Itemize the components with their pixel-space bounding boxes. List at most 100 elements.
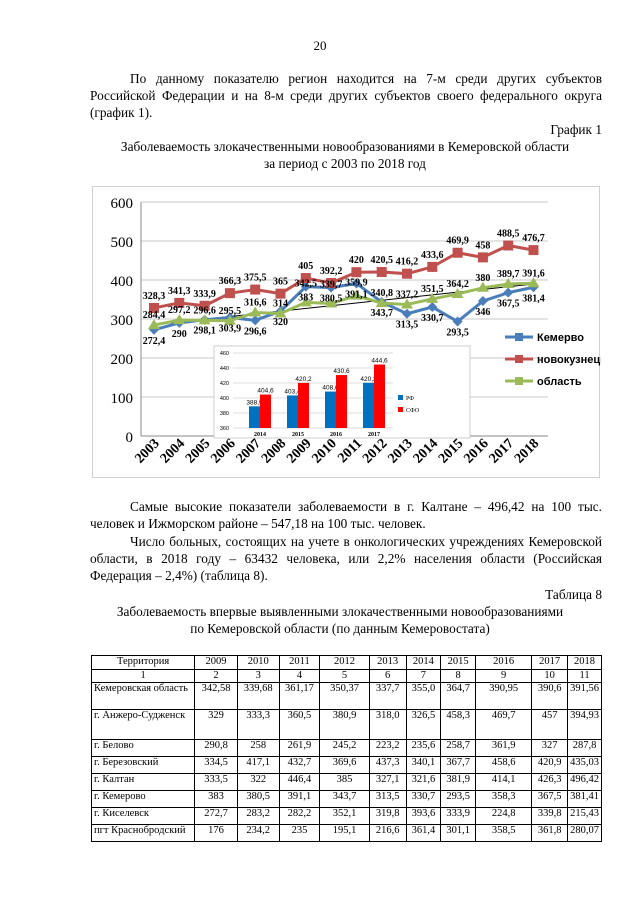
legend-marker [515,355,523,363]
table-cell: 391,56 [567,682,602,710]
incidence-table: Территория 2009 2010 2011 2012 2013 2014 2015 20… [90,655,602,842]
table-cell: 326,5 [405,709,442,740]
table-cell: 381,41 [567,790,602,808]
paragraph-3: Число больных, состоящих на учете в онко… [90,534,602,583]
table-cell: 258,7 [440,739,477,757]
table-cell: 393,6 [405,807,442,825]
table-cell: 380,9 [319,709,370,740]
inset-x-tick-label: 2016 [330,432,342,438]
table-cell: 333,9 [440,807,477,825]
data-label: 320 [273,317,288,328]
chart-caption: График 1 [550,122,602,137]
column-number-row: 1 2 3 4 5 6 7 8 9 10 11 [90,669,602,683]
table-cell: 301,1 [440,824,477,842]
data-label: 297,2 [168,305,191,316]
data-point [250,284,261,295]
table-cell: 2016 [475,655,533,670]
legend-label: новокузнецк [537,354,601,366]
inset-bar-label: 420,2 [295,376,312,383]
data-point [452,247,463,258]
data-label: 333,9 [193,289,216,300]
inset-bar [325,391,336,428]
y-tick-label: 200 [111,352,134,368]
data-point [502,278,515,289]
table-cell: 2014 [405,655,442,670]
data-label: 290 [172,329,187,340]
x-tick-label: 2011 [335,436,365,466]
data-label: 328,3 [143,291,166,302]
inset-legend-label: СФО [406,408,420,414]
table-cell: 496,42 [567,773,602,791]
table-cell: 343,7 [319,790,370,808]
table-cell: 290,8 [194,739,238,757]
table-cell: 358,5 [475,824,533,842]
table-cell: 10 [531,669,569,683]
table-cell: 4 [278,669,321,683]
paragraph-2: Самые высокие показатели заболеваемости … [90,499,602,531]
x-tick-label: 2017 [487,436,517,466]
table-cell: 321,6 [405,773,442,791]
data-point [173,314,186,325]
y-tick-label: 300 [111,313,134,329]
inset-legend-swatch [398,395,403,400]
table-cell: 313,5 [368,790,407,808]
x-tick-label: 2007 [234,436,264,466]
data-label: 298,1 [193,326,216,337]
data-point [275,288,286,299]
table-cell: г. Березовский [90,756,196,774]
table-cell: 360,5 [278,709,321,740]
table-cell: 383 [194,790,238,808]
data-label: 284,4 [143,310,166,321]
data-label: 469,9 [446,236,469,247]
data-label: 391,6 [522,268,545,279]
table-cell: г. Киселевск [90,807,196,825]
inset-bar [249,406,260,428]
inset-x-tick-label: 2017 [368,432,380,438]
data-label: 476,7 [522,233,545,244]
table-cell: 390,6 [531,682,569,710]
table-cell: 367,5 [531,790,569,808]
x-tick-label: 2008 [259,436,289,466]
data-point [350,289,363,300]
table-row: пгт Краснобродский 176 234,2 235 195,1 216,6 3… [90,824,602,842]
data-point [376,267,387,278]
table-row: г. Березовский 334,5 417,1 432,7 369,6 437,3 3… [90,756,602,774]
table-cell: 2017 [531,655,569,670]
table-cell: 258 [236,739,280,757]
y-tick-label: 100 [111,391,134,407]
table-cell: г. Анжеро-Судженск [90,709,196,740]
table-cell: 245,2 [319,739,370,757]
table-row: г. Анжеро-Судженск 329 333,3 360,5 380,9 318,… [90,709,602,740]
y-tick-label: 500 [111,235,134,251]
data-point [503,240,514,251]
table-title-line1: Заболеваемость впервые выявленными злока… [116,604,564,619]
x-tick-label: 2016 [461,436,491,466]
inset-bar-label: 404,6 [257,388,274,395]
data-label: 375,5 [244,273,267,284]
data-point [149,302,159,313]
data-point [503,287,514,298]
data-point [224,288,235,299]
table-cell: 2012 [319,655,370,670]
data-point [250,315,261,326]
data-label: 293,5 [446,328,469,339]
data-label: 343,7 [370,308,393,319]
table-cell: 11 [567,669,602,683]
data-label: 392,2 [320,266,343,277]
data-point [527,277,540,288]
inset-y-tick-label: 420 [220,381,229,387]
chart-title-line1: Заболеваемость злокачественными новообра… [120,139,570,154]
x-tick-label: 2003 [132,436,162,466]
table-cell: 333,3 [236,709,280,740]
data-point [402,308,412,319]
data-label: 314 [273,299,288,310]
data-label: 303,9 [219,323,242,334]
data-point [402,268,412,279]
data-label: 272,4 [143,336,166,347]
table-cell: 361,9 [475,739,533,757]
table-cell: 9 [475,669,533,683]
inset-legend-label: РФ [406,396,414,402]
table-cell: 2015 [440,655,477,670]
data-point [300,273,311,284]
table-cell: 342,58 [194,682,238,710]
